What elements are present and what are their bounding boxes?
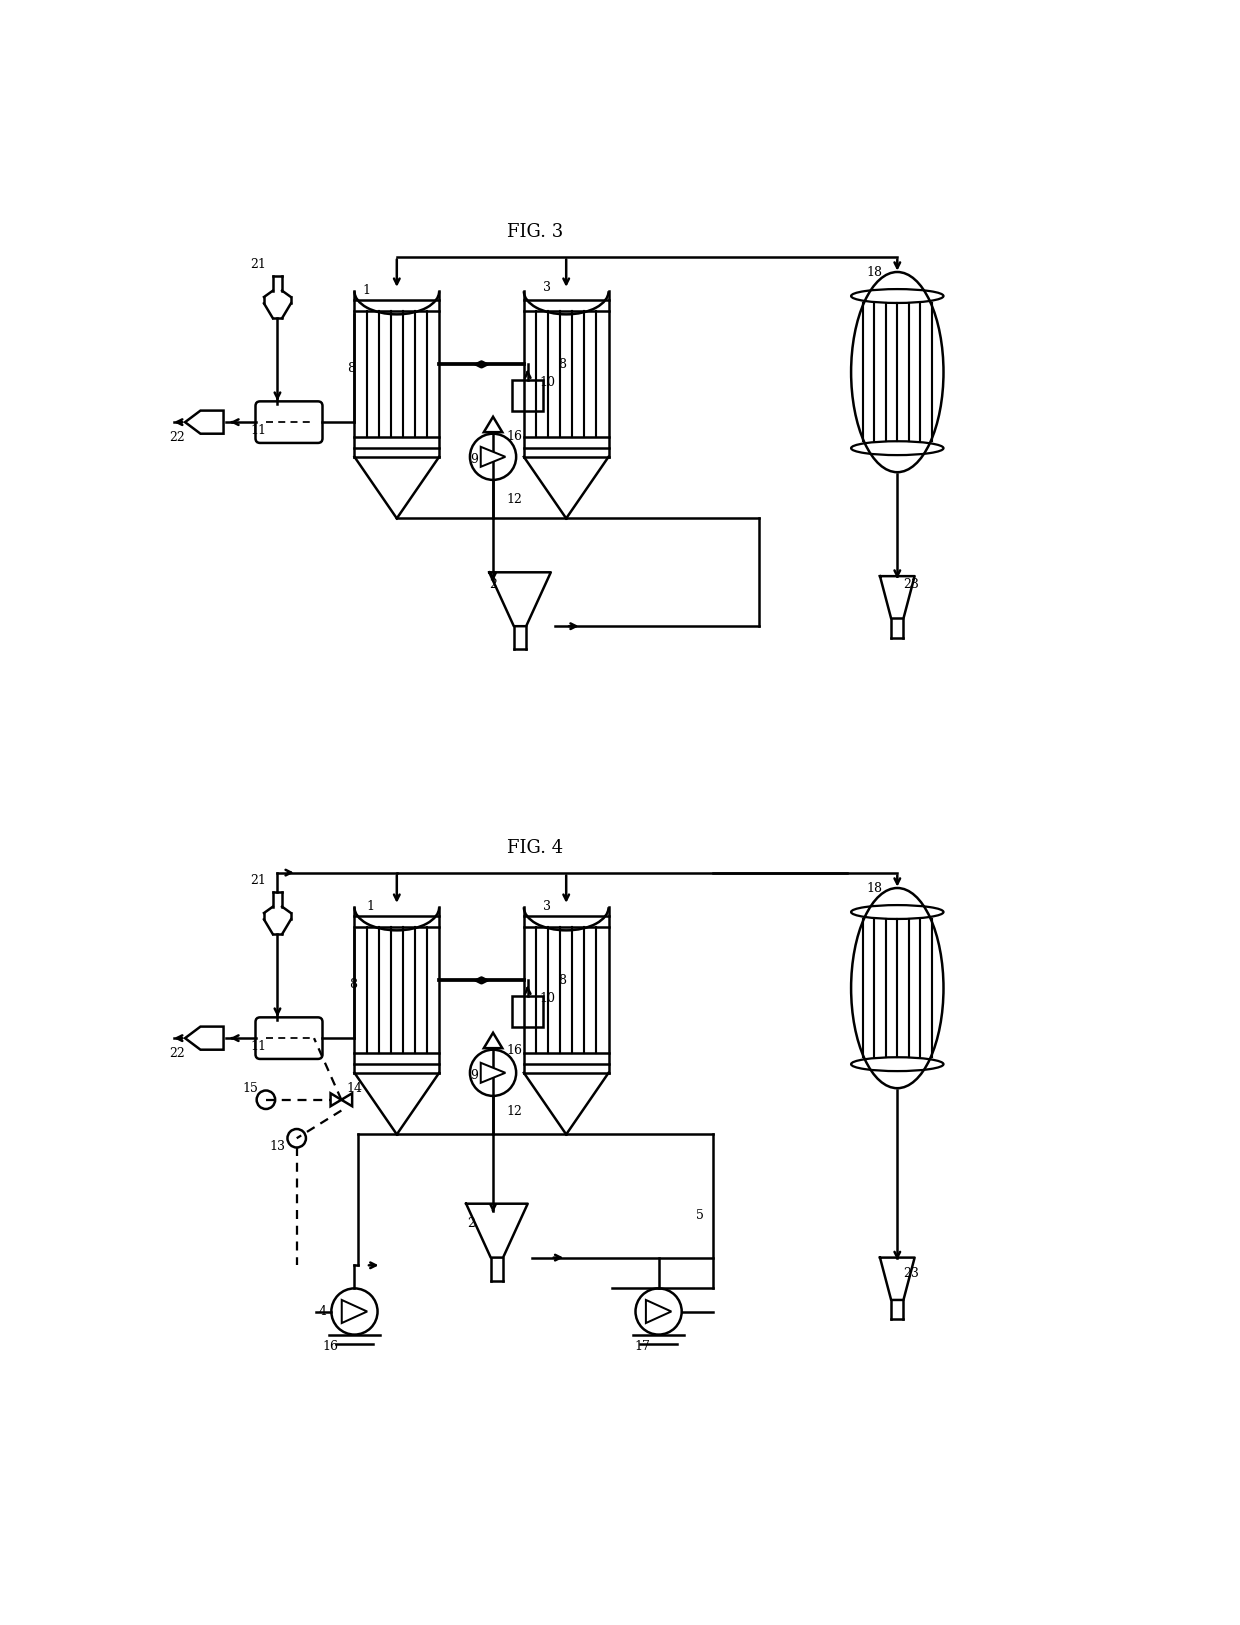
Text: 23: 23 [904, 1268, 919, 1280]
Polygon shape [481, 1063, 506, 1082]
Text: 9: 9 [471, 1069, 479, 1082]
Text: 18: 18 [867, 882, 883, 895]
Text: 2: 2 [490, 578, 497, 592]
Text: 3: 3 [543, 281, 551, 294]
Text: 22: 22 [170, 1048, 186, 1061]
Text: 11: 11 [250, 1040, 267, 1053]
Text: 8: 8 [347, 362, 355, 375]
Text: 8: 8 [558, 358, 567, 370]
Text: 17: 17 [634, 1341, 650, 1354]
Text: 16: 16 [322, 1341, 339, 1354]
Text: 14: 14 [347, 1082, 363, 1095]
Polygon shape [342, 1300, 367, 1323]
Polygon shape [481, 447, 506, 466]
Text: 1: 1 [366, 900, 374, 913]
Text: 1: 1 [362, 283, 371, 296]
Text: 5: 5 [696, 1209, 703, 1222]
Text: 8: 8 [558, 975, 567, 988]
Text: 18: 18 [867, 266, 883, 279]
Text: 9: 9 [471, 453, 479, 466]
Text: 2: 2 [467, 1217, 475, 1230]
Text: 11: 11 [250, 424, 267, 437]
Text: 8: 8 [350, 978, 357, 991]
Text: 15: 15 [243, 1082, 259, 1095]
Text: 4: 4 [319, 1305, 326, 1318]
Text: 21: 21 [250, 258, 267, 271]
Text: 22: 22 [170, 431, 186, 444]
Text: 21: 21 [250, 874, 267, 887]
Text: 10: 10 [539, 375, 556, 388]
Text: 12: 12 [506, 1105, 522, 1118]
Text: 3: 3 [543, 900, 551, 913]
Text: FIG. 4: FIG. 4 [507, 838, 563, 856]
Text: 16: 16 [506, 431, 522, 444]
Polygon shape [646, 1300, 671, 1323]
Text: 12: 12 [506, 492, 522, 505]
Text: 16: 16 [506, 1043, 522, 1056]
Text: FIG. 3: FIG. 3 [507, 223, 563, 240]
Text: 13: 13 [270, 1139, 285, 1152]
Text: 23: 23 [904, 578, 919, 592]
Text: 10: 10 [539, 991, 556, 1004]
